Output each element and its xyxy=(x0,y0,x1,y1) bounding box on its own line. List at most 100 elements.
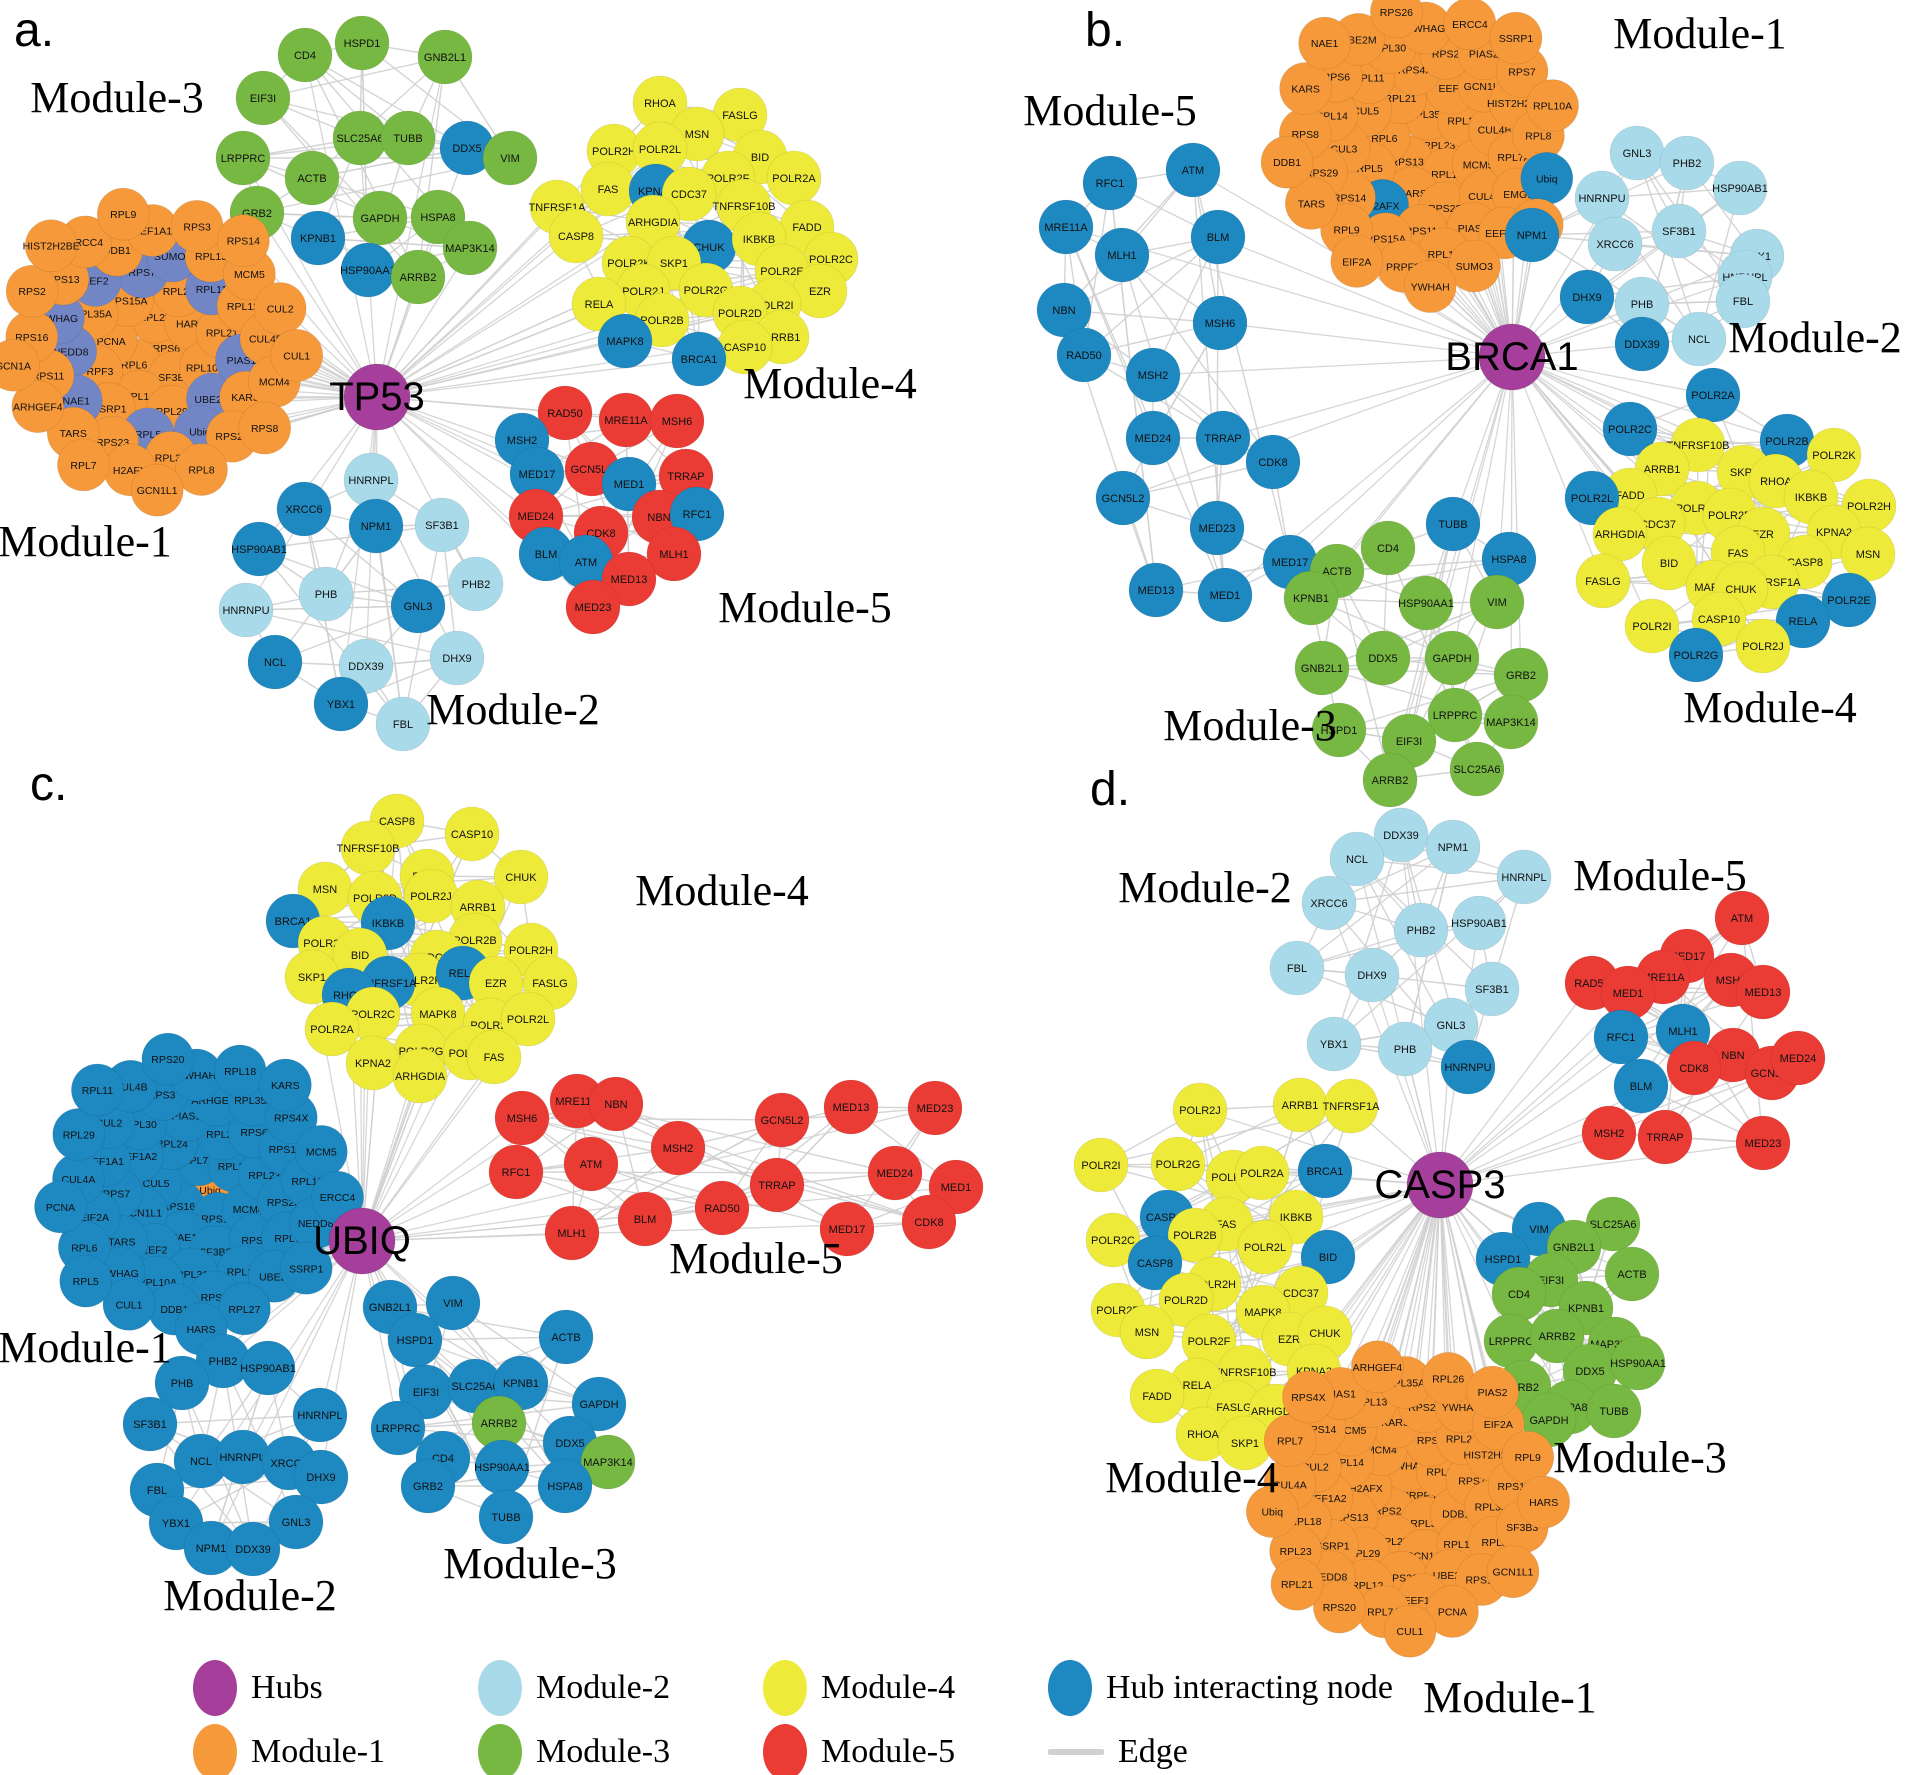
node-label-Ubiq: Ubiq xyxy=(1261,1507,1283,1519)
node-label-DDX5: DDX5 xyxy=(452,143,481,155)
node-ACTB xyxy=(284,150,340,206)
node-label-EZR: EZR xyxy=(1278,1334,1300,1346)
node-MRE11A xyxy=(1038,199,1094,255)
node-label-CASP8: CASP8 xyxy=(558,231,594,243)
node-label-POLR2H: POLR2H xyxy=(509,945,553,957)
node-label-CHUK: CHUK xyxy=(1309,1328,1341,1340)
node-label-DDX39: DDX39 xyxy=(348,661,383,673)
node-KPNB1 xyxy=(1283,570,1339,626)
legend-item-module-3: Module-3 xyxy=(478,1724,670,1775)
node-CASP8 xyxy=(548,208,604,264)
node-label-MED17: MED17 xyxy=(1272,557,1309,569)
node-label-NCL: NCL xyxy=(1688,334,1710,346)
node-HSP90AB1 xyxy=(1712,160,1768,216)
node-label-VIM: VIM xyxy=(1487,597,1507,609)
node-label-MRE11A: MRE11A xyxy=(1044,222,1088,234)
node-label-MED1: MED1 xyxy=(941,1182,972,1194)
node-label-SF3B1: SF3B1 xyxy=(133,1419,167,1431)
hub-edge xyxy=(256,212,378,398)
node-MED23 xyxy=(1189,500,1245,556)
node-label-ARHGEF4: ARHGEF4 xyxy=(1353,1362,1403,1374)
module-label: Module-2 xyxy=(426,685,600,734)
node-POLR2I xyxy=(1073,1137,1129,1193)
node-CASP8 xyxy=(1127,1235,1183,1291)
hub-edge xyxy=(376,396,537,517)
node-NCL xyxy=(1329,831,1385,887)
node-label-MRE11A: MRE11A xyxy=(555,1096,599,1108)
node-label-RPS2: RPS2 xyxy=(1432,48,1460,60)
node-label-POLR2H: POLR2H xyxy=(592,146,636,158)
node-SSRP1 xyxy=(279,1241,333,1295)
node-BID xyxy=(1641,535,1697,591)
node-SF3B1 xyxy=(122,1396,178,1452)
hub-node-TP53 xyxy=(343,363,411,431)
node-label-POLR2A: POLR2A xyxy=(772,173,816,185)
node-GCN1L1 xyxy=(130,463,184,517)
node-label-NEDD8: NEDD8 xyxy=(298,1218,334,1230)
node-ARRB2 xyxy=(1362,752,1418,808)
node-label-RFC1: RFC1 xyxy=(1607,1032,1636,1044)
node-label-XRCC6: XRCC6 xyxy=(1596,239,1633,251)
node-label-CASP8: CASP8 xyxy=(379,816,415,828)
node-label-POLR2L: POLR2L xyxy=(639,144,681,156)
node-label-ARHGEF4: ARHGEF4 xyxy=(13,402,63,414)
node-label-GAPDH: GAPDH xyxy=(1529,1415,1568,1427)
node-label-KPNA2: KPNA2 xyxy=(355,1058,391,1070)
node-label-EIF3I: EIF3I xyxy=(1396,736,1422,748)
node-POLR2B xyxy=(1167,1207,1223,1263)
node-label-GNB2L1: GNB2L1 xyxy=(424,52,466,64)
node-label-LRPPRC: LRPPRC xyxy=(376,1423,421,1435)
node-TARS xyxy=(1285,177,1338,230)
node-label-DDX39: DDX39 xyxy=(235,1544,270,1556)
legend-label: Hubs xyxy=(251,1669,323,1706)
node-label-MCM4: MCM4 xyxy=(233,1204,264,1216)
hub-edge xyxy=(1439,982,1593,1186)
node-label-MRE11A: MRE11A xyxy=(1641,972,1685,984)
edge xyxy=(417,56,446,278)
module-label: Module-1 xyxy=(0,517,172,566)
node-RPL29 xyxy=(52,1108,106,1161)
node-label-HNRNPU: HNRNPU xyxy=(1444,1062,1491,1074)
node-label-CASP8: CASP8 xyxy=(1137,1258,1173,1270)
node-MAP3K14 xyxy=(580,1434,636,1490)
node-label-RAD50: RAD50 xyxy=(704,1203,739,1215)
node-label-MED1: MED1 xyxy=(614,479,645,491)
node-label-DHX9: DHX9 xyxy=(442,653,471,665)
node-label-PHB2: PHB2 xyxy=(209,1356,238,1368)
node-label-TARS: TARS xyxy=(108,1237,135,1249)
edge xyxy=(1338,674,1522,731)
node-label-POLR2D: POLR2D xyxy=(718,308,762,320)
node-POLR2A xyxy=(1685,367,1741,423)
node-label-ERCC4: ERCC4 xyxy=(320,1192,356,1204)
node-POLR2J xyxy=(1735,618,1791,674)
node-XRCC6 xyxy=(1587,216,1643,272)
node-label-NPM1: NPM1 xyxy=(196,1543,227,1555)
node-label-HSP90AB1: HSP90AB1 xyxy=(1451,918,1507,930)
node-label-MAPK8: MAPK8 xyxy=(419,1009,456,1021)
node-VIM xyxy=(1469,574,1525,630)
node-GCN1L1 xyxy=(1486,1545,1540,1599)
node-RPS4X xyxy=(1282,1370,1335,1424)
edge xyxy=(1333,834,1402,1045)
node-label-FADD: FADD xyxy=(792,222,821,234)
panel-letter-a: a. xyxy=(14,4,54,57)
node-label-RELA: RELA xyxy=(585,299,614,311)
node-label-GCN1L1: GCN1L1 xyxy=(137,485,178,497)
node-label-IKBKB: IKBKB xyxy=(743,234,775,246)
node-label-CHUK: CHUK xyxy=(693,242,725,254)
edge xyxy=(515,1171,723,1209)
node-label-POLR2C: POLR2C xyxy=(809,254,853,266)
edge xyxy=(258,548,404,725)
node-TNFRSF1A xyxy=(1323,1078,1379,1134)
node-YBX1 xyxy=(1306,1016,1362,1072)
node-RPS8 xyxy=(238,401,291,455)
hub-edge xyxy=(376,206,558,398)
node-label-MED23: MED23 xyxy=(1745,1138,1782,1150)
node-label-CUL1: CUL1 xyxy=(1397,1626,1424,1638)
module-5-swatch xyxy=(763,1724,807,1775)
node-label-MCM4: MCM4 xyxy=(259,377,290,389)
hub-edge xyxy=(242,1240,363,1458)
node-label-HSPA8: HSPA8 xyxy=(420,212,455,224)
edge xyxy=(262,97,419,278)
node-RPL5 xyxy=(59,1254,113,1308)
